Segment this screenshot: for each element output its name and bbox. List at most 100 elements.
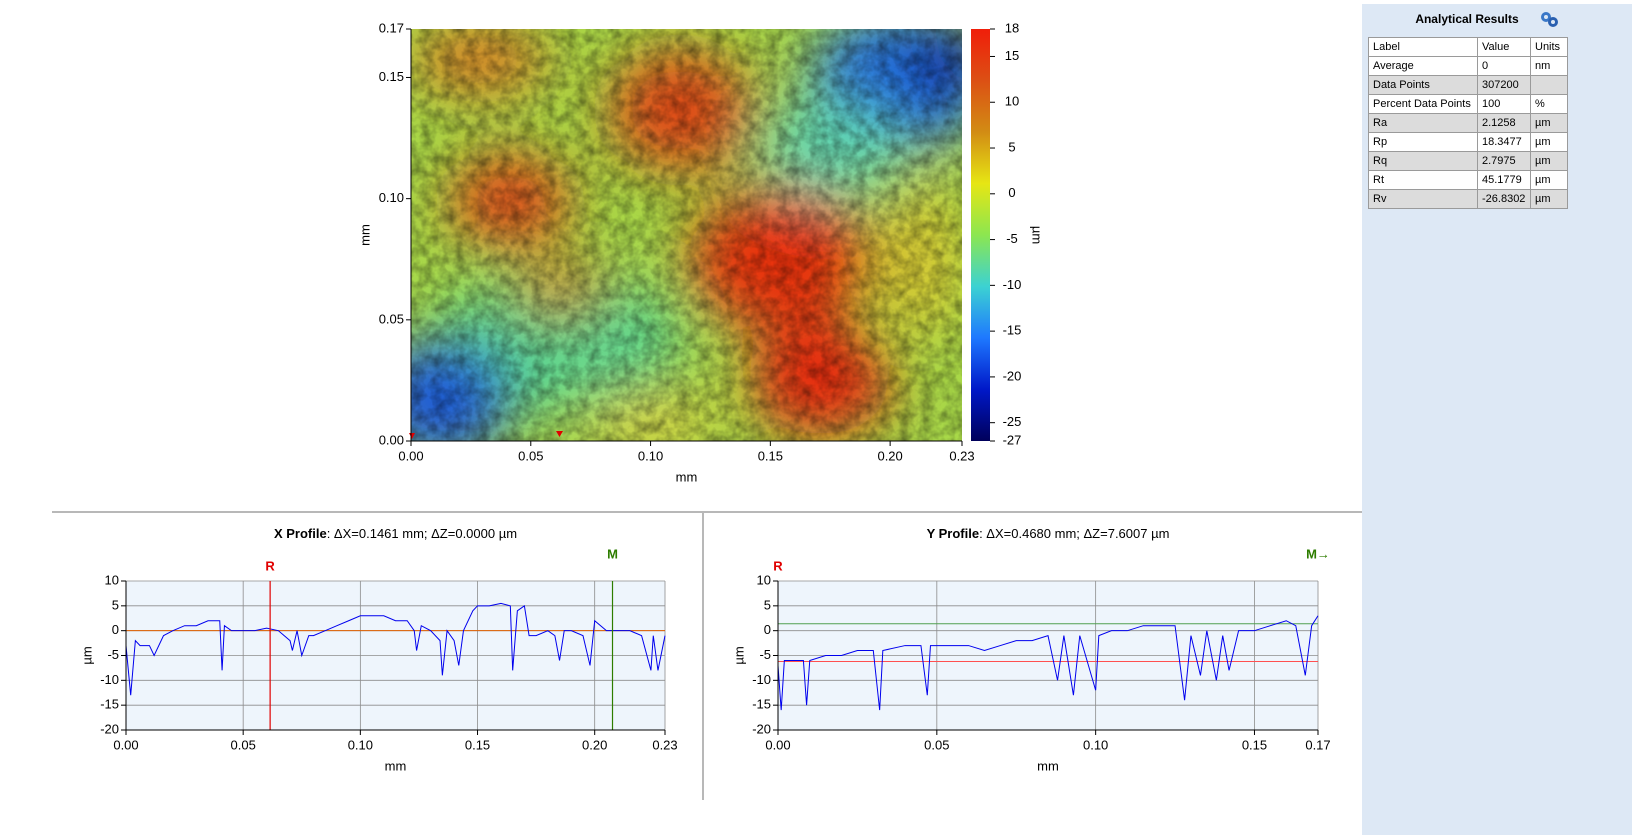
colorbar [971, 29, 990, 441]
result-cell: 18.3477 [1477, 132, 1531, 152]
profile-line [777, 615, 1319, 711]
result-cell [1530, 75, 1568, 95]
cursor-label: M [607, 546, 618, 561]
x-tick-label: 0.23 [949, 448, 974, 463]
result-cell: Rt [1368, 170, 1478, 190]
x-tick-label: 0.15 [465, 737, 490, 752]
result-cell: Rv [1368, 189, 1478, 209]
result-cell: nm [1530, 56, 1568, 76]
y-tick-label: 0.17 [379, 20, 404, 35]
y-tick-label: -15 [752, 697, 771, 712]
panel-title: Analytical Results [1415, 12, 1519, 26]
result-row: Rv -26.8302 µm [1368, 189, 1568, 209]
y-tick-label: -20 [752, 721, 771, 736]
title-detail: : ΔX=0.1461 mm; ΔZ=0.0000 µm [327, 526, 517, 541]
y-axis-label: µm [731, 646, 746, 664]
x-tick-label: 0.00 [113, 737, 138, 752]
y-tick-label: -10 [752, 672, 771, 687]
result-row: Ra 2.1258 µm [1368, 113, 1568, 133]
x-tick-label: 0.10 [348, 737, 373, 752]
header-cell: Units [1530, 37, 1568, 57]
x-tick-label: 0.05 [924, 737, 949, 752]
colorbar-tick-label: -20 [1003, 368, 1022, 383]
cursor-marker [556, 431, 563, 437]
y-tick-label: 0.15 [379, 69, 404, 84]
x-tick-label: 0.00 [765, 737, 790, 752]
header-row: Label Value Units [1368, 37, 1568, 57]
colorbar-label: µm [1030, 226, 1045, 244]
x-axis-label: mm [1037, 758, 1059, 773]
profile-title: X Profile: ΔX=0.1461 mm; ΔZ=0.0000 µm [274, 526, 517, 541]
result-cell: Rp [1368, 132, 1478, 152]
x-tick-label: 0.05 [518, 448, 543, 463]
x-tick-label: 0.20 [877, 448, 902, 463]
results-panel: Analytical Results Label Value Units Averag… [1362, 4, 1632, 835]
header-cell: Label [1368, 37, 1478, 57]
x-tick-label: 0.15 [758, 448, 783, 463]
x-tick-label: 0.15 [1242, 737, 1267, 752]
x-axis-label: mm [385, 758, 407, 773]
x-tick-label: 0.00 [398, 448, 423, 463]
result-cell: 2.1258 [1477, 113, 1531, 133]
surface-map [411, 29, 962, 441]
y-tick-label: 0.00 [379, 432, 404, 447]
result-cell: Average [1368, 56, 1478, 76]
result-cell: % [1530, 94, 1568, 114]
result-row: Rt 45.1779 µm [1368, 170, 1568, 190]
x-tick-label: 0.17 [1305, 737, 1330, 752]
result-cell: Rq [1368, 151, 1478, 171]
colorbar-tick-label: -5 [1006, 231, 1018, 246]
colorbar-tick-label: 18 [1005, 20, 1019, 35]
y-tick-label: 5 [112, 597, 119, 612]
colorbar-tick-label: -10 [1003, 277, 1022, 292]
result-cell: Ra [1368, 113, 1478, 133]
cursor-label: R [773, 558, 783, 573]
result-cell: 45.1779 [1477, 170, 1531, 190]
x-tick-label: 0.10 [638, 448, 663, 463]
result-row: Percent Data Points 100% [1368, 94, 1568, 114]
result-cell: µm [1530, 151, 1568, 171]
result-cell: -26.8302 [1477, 189, 1531, 209]
colorbar-tick-label: -27 [1003, 432, 1022, 447]
result-cell: 307200 [1477, 75, 1531, 95]
y-tick-label: 5 [764, 597, 771, 612]
y-axis-label: mm [357, 224, 372, 246]
y-tick-label: -10 [100, 672, 119, 687]
result-cell: µm [1530, 170, 1568, 190]
colorbar-tick-label: 15 [1005, 48, 1019, 63]
y-tick-label: -5 [107, 647, 119, 662]
result-row: Data Points 307200 [1368, 75, 1568, 95]
result-cell: Data Points [1368, 75, 1478, 95]
profile-line [125, 602, 666, 696]
title-name: Y Profile [927, 526, 980, 541]
profile-title: Y Profile: ΔX=0.4680 mm; ΔZ=7.6007 µm [927, 526, 1170, 541]
result-row: Average 0 nm [1368, 56, 1568, 76]
y-tick-label: 10 [757, 572, 771, 587]
chart-area: 0.00 0.05 0.10 0.15 0.20 0.23 0.00 0.05 0.10 0.15… [52, 20, 1362, 800]
y-tick-label: -20 [100, 721, 119, 736]
y-axis-label: µm [79, 646, 94, 664]
x-tick-label: 0.20 [582, 737, 607, 752]
result-cell: Percent Data Points [1368, 94, 1478, 114]
result-cell: 100 [1477, 94, 1531, 114]
cursor-label: M→ [1306, 546, 1330, 561]
result-cell: µm [1530, 189, 1568, 209]
y-tick-label: 0 [112, 622, 119, 637]
y-tick-label: -15 [100, 697, 119, 712]
colorbar-tick-label: -25 [1003, 414, 1022, 429]
header-cell: Value [1477, 37, 1531, 57]
y-tick-label: 0.10 [379, 190, 404, 205]
result-cell: 0 [1477, 56, 1531, 76]
title-name: X Profile [274, 526, 327, 541]
settings-icon[interactable] [1538, 9, 1560, 29]
result-row: Rq 2.7975 µm [1368, 151, 1568, 171]
colorbar-tick-label: 5 [1008, 139, 1015, 154]
title-detail: : ΔX=0.4680 mm; ΔZ=7.6007 µm [979, 526, 1169, 541]
cursor-label: R [265, 558, 275, 573]
x-tick-label: 0.10 [1083, 737, 1108, 752]
y-tick-label: 10 [105, 572, 119, 587]
result-cell: 2.7975 [1477, 151, 1531, 171]
result-row: Rp 18.3477 µm [1368, 132, 1568, 152]
x-axis-label: mm [676, 469, 698, 484]
